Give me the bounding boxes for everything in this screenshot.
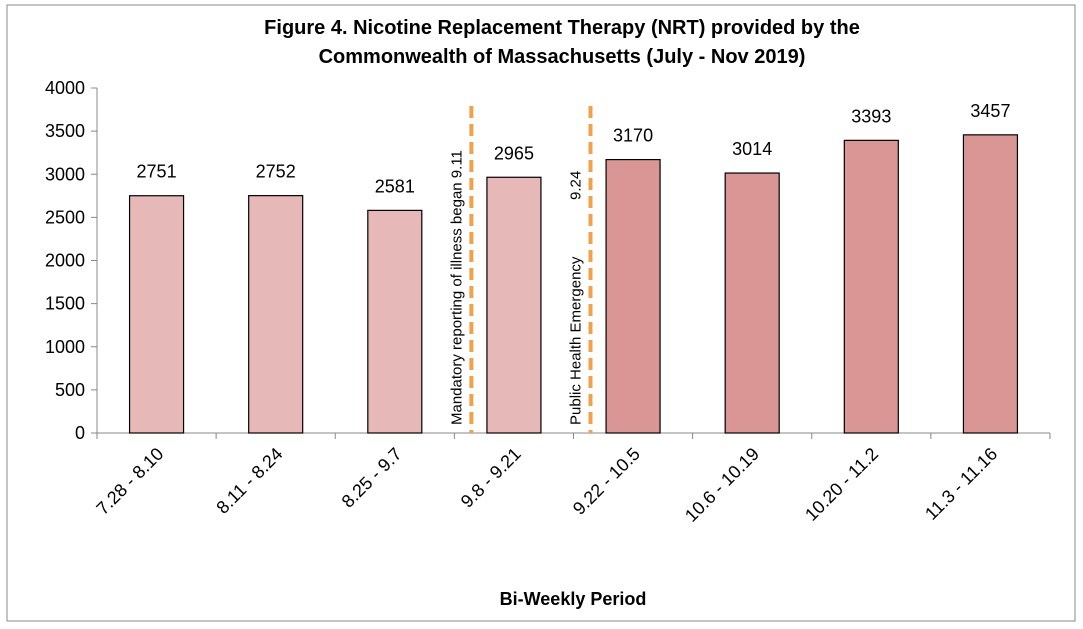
bar bbox=[367, 209, 423, 434]
y-tick-label: 3000 bbox=[45, 164, 85, 184]
bar bbox=[605, 158, 661, 434]
bar bbox=[486, 176, 542, 434]
y-tick-label: 0 bbox=[75, 423, 85, 443]
y-tick-label: 3500 bbox=[45, 121, 85, 141]
bar bbox=[843, 139, 899, 434]
y-tick-label: 2000 bbox=[45, 251, 85, 271]
value-label: 2752 bbox=[256, 162, 296, 182]
value-label: 2965 bbox=[494, 143, 534, 163]
y-tick-label: 2500 bbox=[45, 207, 85, 227]
y-tick-label: 4000 bbox=[45, 78, 85, 98]
value-label: 2581 bbox=[375, 176, 415, 196]
chart-title: Commonwealth of Massachusetts (July - No… bbox=[319, 46, 806, 68]
y-tick-label: 500 bbox=[55, 380, 85, 400]
x-axis-title: Bi-Weekly Period bbox=[500, 589, 647, 609]
annotation-text: Public Health Emergency bbox=[568, 256, 585, 425]
value-label: 2751 bbox=[137, 162, 177, 182]
value-label: 3170 bbox=[613, 126, 653, 146]
chart-title: Figure 4. Nicotine Replacement Therapy (… bbox=[264, 17, 860, 39]
bar bbox=[128, 195, 185, 434]
annotation-date: 9.24 bbox=[568, 171, 585, 200]
y-tick-label: 1000 bbox=[45, 337, 85, 357]
bar bbox=[248, 195, 304, 434]
bar bbox=[724, 172, 780, 434]
value-label: 3393 bbox=[851, 106, 891, 126]
bar bbox=[962, 134, 1019, 434]
value-label: 3457 bbox=[970, 101, 1010, 121]
y-tick-label: 1500 bbox=[45, 294, 85, 314]
annotation-text: Mandatory reporting of illness began 9.1… bbox=[448, 150, 465, 425]
value-label: 3014 bbox=[732, 139, 772, 159]
